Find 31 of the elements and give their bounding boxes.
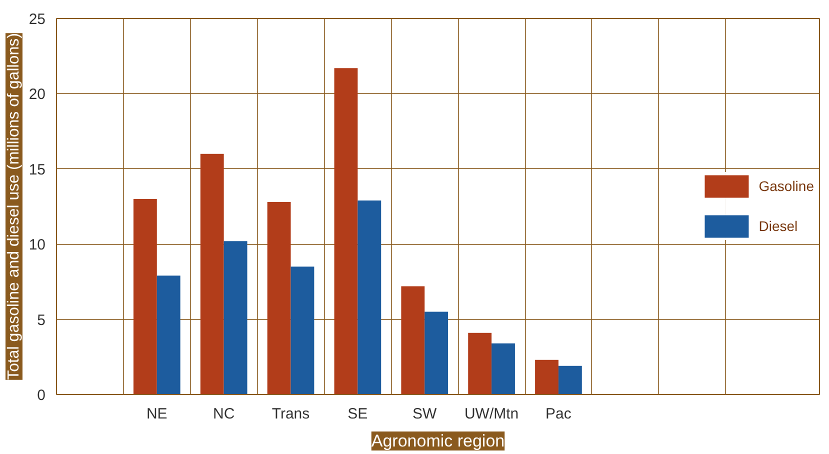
y-tick-label: 15 [28,161,46,178]
legend-label: Gasoline [758,178,814,194]
x-tick-label: Pac [546,406,572,422]
bar [267,202,291,394]
bar [156,276,180,394]
y-axis-title: Total gasoline and diesel use (millions of gallons) [6,33,22,380]
x-axis-title: Agronomic region [371,432,505,450]
x-tick-label: SW [412,406,438,422]
bar [424,312,448,394]
x-tick-label: NC [212,406,235,422]
y-tick-label: 25 [28,11,46,28]
bar [492,343,515,394]
bar [224,241,248,394]
bar [200,154,224,394]
bar [468,332,492,394]
bar [290,266,314,394]
bar [401,286,425,394]
y-tick-label: 5 [37,312,46,329]
bar [334,68,358,394]
bar [358,200,382,394]
x-tick-label: Trans [272,406,310,422]
bar [133,198,157,394]
y-tick-label: 20 [28,86,46,104]
bar [558,366,582,394]
x-tick-label: NE [146,406,168,422]
y-tick-label: 0 [37,387,46,404]
y-tick-label: 10 [28,236,46,254]
x-tick-label: UW/Mtn [464,406,519,422]
x-tick-label: SE [348,406,368,422]
legend-label: Diesel [758,218,798,234]
bar [535,360,558,394]
